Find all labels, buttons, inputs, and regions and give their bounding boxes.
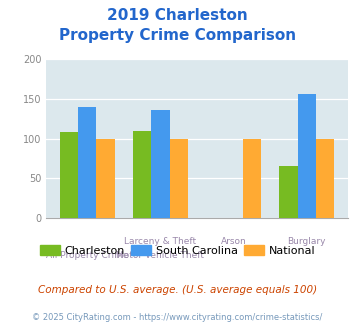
- Bar: [170, 139, 188, 218]
- Bar: [279, 166, 297, 218]
- Bar: [243, 139, 261, 218]
- Bar: [151, 110, 170, 218]
- Text: Burglary: Burglary: [288, 237, 326, 246]
- Bar: [78, 107, 97, 218]
- Text: Compared to U.S. average. (U.S. average equals 100): Compared to U.S. average. (U.S. average …: [38, 285, 317, 295]
- Text: Arson: Arson: [221, 237, 246, 246]
- Text: 2019 Charleston: 2019 Charleston: [107, 8, 248, 23]
- Legend: Charleston, South Carolina, National: Charleston, South Carolina, National: [35, 241, 320, 260]
- Bar: [316, 139, 334, 218]
- Text: Property Crime Comparison: Property Crime Comparison: [59, 28, 296, 43]
- Text: © 2025 CityRating.com - https://www.cityrating.com/crime-statistics/: © 2025 CityRating.com - https://www.city…: [32, 314, 323, 322]
- Text: Motor Vehicle Theft: Motor Vehicle Theft: [116, 251, 204, 260]
- Text: Larceny & Theft: Larceny & Theft: [124, 237, 197, 246]
- Bar: [297, 94, 316, 218]
- Bar: [133, 131, 151, 218]
- Text: All Property Crime: All Property Crime: [46, 251, 129, 260]
- Bar: [97, 139, 115, 218]
- Bar: [60, 132, 78, 218]
